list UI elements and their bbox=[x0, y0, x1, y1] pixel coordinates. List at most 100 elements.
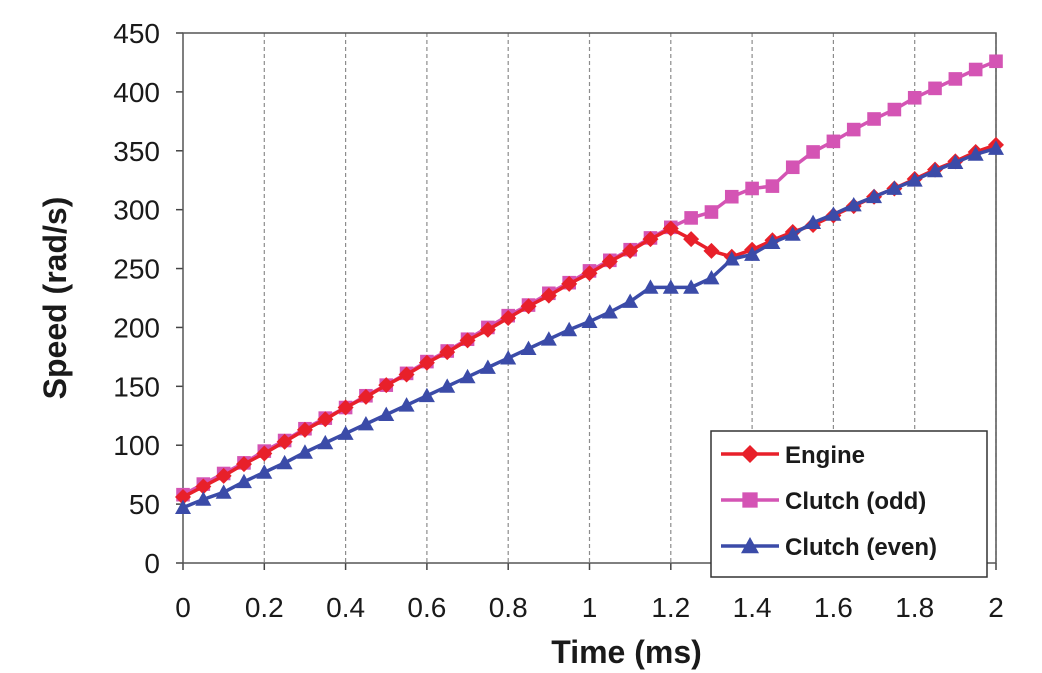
axis-layer: 0 0.2 0.4 0.6 0.8 1 1.2 1.4 1.6 1.8 2 0 50 100 150 200 2… bbox=[113, 18, 1004, 623]
data-point bbox=[581, 265, 598, 282]
y-tick-label: 150 bbox=[113, 371, 160, 402]
data-point bbox=[215, 484, 232, 499]
data-point bbox=[967, 146, 984, 161]
data-point bbox=[906, 172, 923, 187]
data-point bbox=[235, 456, 252, 473]
data-point bbox=[500, 310, 517, 327]
data-point bbox=[276, 454, 293, 470]
data-point bbox=[683, 231, 700, 248]
y-tick-label: 350 bbox=[113, 136, 160, 167]
data-point bbox=[988, 140, 1004, 155]
data-point bbox=[683, 279, 700, 294]
data-point bbox=[296, 444, 313, 459]
data-point bbox=[337, 399, 354, 416]
data-point bbox=[256, 445, 273, 462]
data-point bbox=[601, 253, 618, 270]
y-axis-title: Speed (rad/s) bbox=[37, 197, 73, 400]
data-point bbox=[704, 205, 719, 219]
x-tick-label: 0.6 bbox=[407, 592, 446, 623]
data-point bbox=[989, 54, 1003, 69]
data-point bbox=[745, 181, 759, 196]
data-point bbox=[337, 425, 354, 440]
data-point bbox=[784, 226, 801, 241]
data-point bbox=[561, 321, 578, 337]
data-point bbox=[927, 162, 944, 178]
plot-frame bbox=[182, 32, 997, 564]
y-tick-label: 100 bbox=[113, 430, 160, 461]
y-tick-label: 400 bbox=[113, 77, 160, 108]
data-point bbox=[826, 134, 841, 149]
data-point bbox=[723, 251, 740, 266]
data-point bbox=[662, 279, 679, 294]
data-point bbox=[825, 206, 842, 221]
x-tick-label: 1.8 bbox=[895, 592, 934, 623]
data-point bbox=[378, 377, 395, 394]
data-point bbox=[256, 464, 273, 479]
data-point bbox=[215, 467, 232, 484]
data-point bbox=[806, 145, 820, 159]
data-point bbox=[561, 275, 578, 292]
data-point bbox=[622, 242, 639, 259]
x-tick-label: 1.4 bbox=[733, 592, 772, 623]
data-point bbox=[703, 269, 720, 285]
legend-item: Engine bbox=[721, 442, 865, 469]
legend: Engine Clutch (odd) Clutch (even) bbox=[710, 430, 988, 578]
data-point bbox=[928, 81, 942, 96]
x-axis-title: Time (ms) bbox=[551, 634, 702, 670]
data-point bbox=[622, 293, 639, 308]
data-point bbox=[195, 478, 212, 495]
data-point bbox=[744, 246, 761, 261]
data-point bbox=[764, 234, 781, 250]
data-point bbox=[418, 354, 435, 371]
x-tick-label: 0.8 bbox=[489, 592, 528, 623]
data-point bbox=[845, 196, 862, 212]
data-point bbox=[703, 242, 720, 259]
data-point bbox=[195, 491, 212, 506]
data-point bbox=[276, 433, 293, 450]
data-point bbox=[175, 489, 191, 506]
x-tick-label: 0.2 bbox=[245, 592, 284, 623]
x-tick-label: 1.2 bbox=[651, 592, 690, 623]
data-point bbox=[520, 298, 537, 315]
x-tick-label: 0.4 bbox=[326, 592, 365, 623]
legend-swatch-marker bbox=[741, 445, 759, 463]
data-point bbox=[886, 180, 903, 195]
data-point bbox=[479, 321, 496, 338]
y-tick-label: 50 bbox=[129, 489, 160, 520]
legend-item: Clutch (odd) bbox=[721, 488, 926, 515]
data-point bbox=[520, 340, 537, 356]
data-point bbox=[724, 189, 739, 204]
y-tick-label: 200 bbox=[113, 312, 160, 343]
data-point bbox=[398, 397, 415, 412]
data-point bbox=[948, 72, 963, 86]
legend-label: Clutch (odd) bbox=[785, 488, 926, 515]
data-point bbox=[357, 416, 374, 431]
x-tick-label: 2 bbox=[988, 592, 1004, 623]
series-clutch-even bbox=[175, 140, 1004, 515]
x-tick-label: 0 bbox=[175, 592, 191, 623]
data-point bbox=[459, 332, 476, 349]
data-point bbox=[175, 499, 191, 515]
data-point bbox=[907, 90, 922, 105]
y-tick-label: 300 bbox=[113, 195, 160, 226]
data-point bbox=[866, 188, 883, 204]
data-point bbox=[581, 313, 598, 328]
data-point bbox=[439, 378, 456, 393]
data-point bbox=[601, 304, 618, 319]
legend-label: Engine bbox=[785, 442, 865, 469]
data-point bbox=[540, 331, 557, 346]
y-tick-label: 450 bbox=[113, 18, 160, 49]
data-point bbox=[439, 344, 456, 361]
data-point bbox=[846, 122, 861, 137]
data-point bbox=[785, 160, 800, 175]
data-point bbox=[479, 359, 496, 374]
data-point bbox=[317, 434, 334, 450]
data-point bbox=[642, 231, 659, 248]
data-point bbox=[887, 102, 902, 117]
x-tick-label: 1 bbox=[582, 592, 598, 623]
data-point bbox=[968, 62, 983, 77]
data-point bbox=[867, 112, 881, 126]
data-point bbox=[418, 387, 435, 403]
data-point bbox=[378, 406, 395, 421]
data-point bbox=[357, 388, 374, 405]
